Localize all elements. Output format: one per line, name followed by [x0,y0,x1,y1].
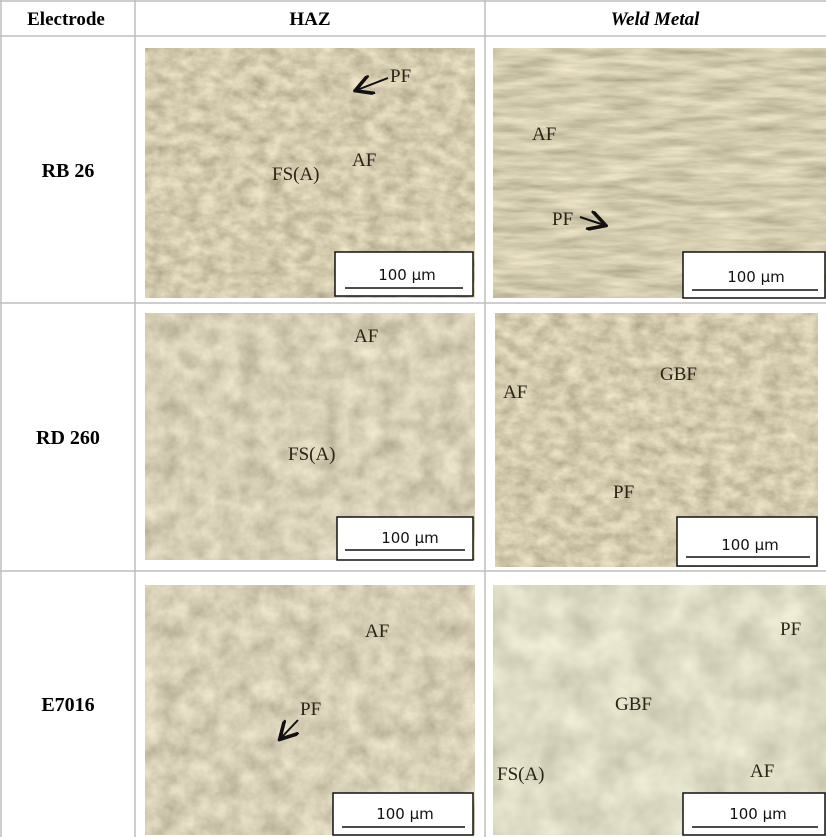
phase-label: PF [552,209,573,230]
phase-label: AF [503,382,527,403]
header-cell: HAZ [289,9,330,30]
header-cell: Weld Metal [611,9,701,30]
phase-label: GBF [615,694,652,715]
phase-label: PF [780,619,801,640]
phase-label: GBF [660,364,697,385]
scale-text: 100 µm [376,805,434,823]
scale-text: 100 µm [381,529,439,547]
scale-bar: 100 µm [335,252,473,296]
phase-label: PF [613,482,634,503]
scale-text: 100 µm [721,536,779,554]
scale-text: 100 µm [727,268,785,286]
row-label: E7016 [41,694,94,716]
scale-bar: 100 µm [677,517,817,566]
figure-table: Electrode HAZ Weld Metal RB 26 RD 260 E7… [0,0,826,837]
scale-text: 100 µm [378,266,436,284]
phase-label: AF [365,621,389,642]
scale-bar: 100 µm [333,793,473,835]
phase-label: AF [352,150,376,171]
phase-label: FS(A) [497,764,545,785]
phase-label: AF [354,326,378,347]
scale-bar: 100 µm [683,252,825,298]
row-label: RB 26 [42,160,95,182]
header-cell: Electrode [27,9,105,30]
phase-label: FS(A) [272,164,320,185]
scale-bar: 100 µm [683,793,825,835]
phase-label: AF [750,761,774,782]
scale-bar: 100 µm [337,517,473,560]
phase-label: AF [532,124,556,145]
scale-text: 100 µm [729,805,787,823]
phase-label: PF [390,66,411,87]
row-label: RD 260 [36,427,100,449]
phase-label: PF [300,699,321,720]
phase-label: FS(A) [288,444,336,465]
